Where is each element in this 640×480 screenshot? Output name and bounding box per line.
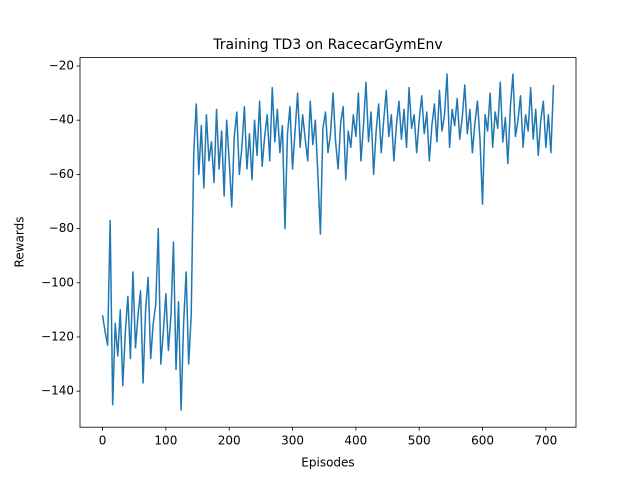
y-tick-label: −80: [49, 221, 74, 235]
y-tick-label: −40: [49, 113, 74, 127]
y-tick-label: −140: [41, 384, 74, 398]
x-tick-label: 300: [281, 434, 304, 448]
chart-title: Training TD3 on RacecarGymEnv: [212, 37, 442, 53]
y-axis-label: Rewards: [13, 217, 27, 268]
y-tick-label: −20: [49, 59, 74, 73]
x-tick-label: 700: [534, 434, 557, 448]
y-tick-label: −60: [49, 167, 74, 181]
y-tick-label: −120: [41, 329, 74, 343]
plot-frame: [79, 57, 577, 428]
x-tick-label: 500: [408, 434, 431, 448]
x-tick-label: 600: [471, 434, 494, 448]
y-tick-label: −100: [41, 275, 74, 289]
x-tick-label: 200: [218, 434, 241, 448]
x-tick-label: 100: [154, 434, 177, 448]
x-tick-label: 400: [344, 434, 367, 448]
line: [101, 73, 555, 411]
x-tick-label: 0: [99, 434, 107, 448]
x-axis-label: Episodes: [301, 456, 354, 470]
